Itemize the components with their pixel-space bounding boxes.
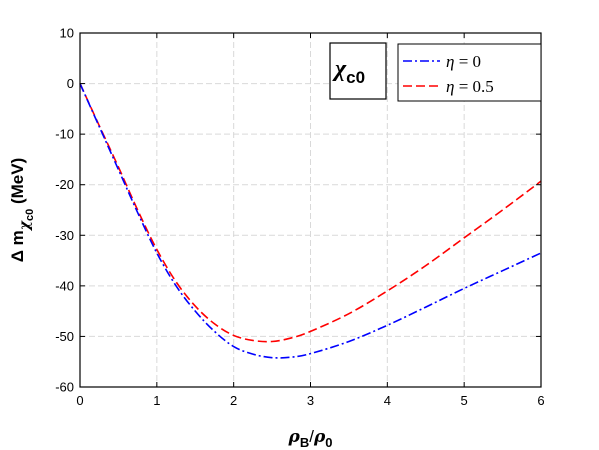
y-tick-label: -60 — [55, 380, 74, 395]
y-tick-label: -10 — [55, 127, 74, 142]
legend-items: η = 0 η = 0.5 — [403, 52, 494, 96]
annotation-label: χc0 — [332, 56, 365, 87]
x-tick-label: 0 — [76, 393, 83, 408]
y-tick-label: -30 — [55, 228, 74, 243]
y-tick-label: -50 — [55, 329, 74, 344]
annotation-box — [329, 42, 387, 100]
x-tick-label: 4 — [384, 393, 391, 408]
y-tick-label: 0 — [67, 76, 74, 91]
x-tick-label: 5 — [461, 393, 468, 408]
x-axis-label: ρB/ρ0 — [288, 427, 333, 450]
series-line-0 — [79, 83, 542, 359]
chi-c0-annotation: χc0 — [329, 42, 387, 100]
series-line-1 — [79, 83, 542, 343]
legend: η = 0 η = 0.5 — [397, 43, 542, 102]
x-tick-label: 2 — [230, 393, 237, 408]
legend-box — [397, 43, 542, 102]
grid — [80, 33, 541, 387]
y-tick-label: 10 — [60, 26, 74, 41]
y-axis-label: Δ mχc0 (MeV) — [8, 158, 36, 263]
y-tick-label: -40 — [55, 278, 74, 293]
axis-ticks: 0 1 2 3 4 5 6 10 0 -10 -20 -30 -40 -50 -60 — [55, 26, 544, 409]
legend-label-0: η = 0 — [446, 52, 481, 71]
series-lines — [79, 83, 542, 359]
x-tick-label: 6 — [537, 393, 544, 408]
x-tick-label: 3 — [307, 393, 314, 408]
x-tick-label: 1 — [153, 393, 160, 408]
legend-label-1: η = 0.5 — [446, 77, 494, 96]
y-tick-label: -20 — [55, 177, 74, 192]
